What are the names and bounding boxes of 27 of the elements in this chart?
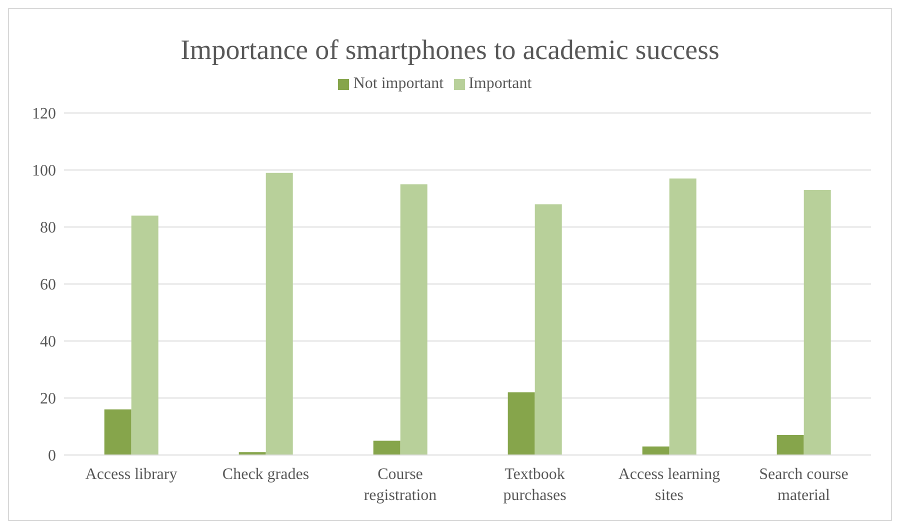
y-tick-label: 20 <box>40 390 56 408</box>
x-tick-label: Course registration <box>364 466 437 504</box>
bar <box>104 409 132 455</box>
bar <box>534 204 562 455</box>
x-tick-label: Access library <box>85 466 178 483</box>
x-tick-label: Access learning sites <box>618 466 720 504</box>
bar <box>669 178 696 455</box>
bar <box>131 216 158 455</box>
bar <box>804 190 831 455</box>
chart-title: Importance of smartphones to academic success <box>180 35 720 68</box>
bar <box>266 172 293 455</box>
y-tick-label: 0 <box>48 448 56 465</box>
bar <box>400 184 428 455</box>
bar <box>508 392 535 455</box>
y-tick-label: 60 <box>40 276 56 294</box>
x-tick-label: Textbook purchases <box>503 466 566 504</box>
bar <box>776 435 804 455</box>
x-tick-label: Search course material <box>759 466 848 504</box>
x-tick-label: Check grades <box>222 466 310 483</box>
y-tick-label: 120 <box>32 106 56 123</box>
bar <box>373 440 400 455</box>
y-tick-label: 100 <box>32 162 56 180</box>
y-tick-label: 40 <box>40 334 56 351</box>
legend-label: Not important <box>353 75 444 92</box>
bar <box>642 446 670 455</box>
y-tick-label: 80 <box>40 220 56 237</box>
legend-label: Important <box>468 75 532 92</box>
